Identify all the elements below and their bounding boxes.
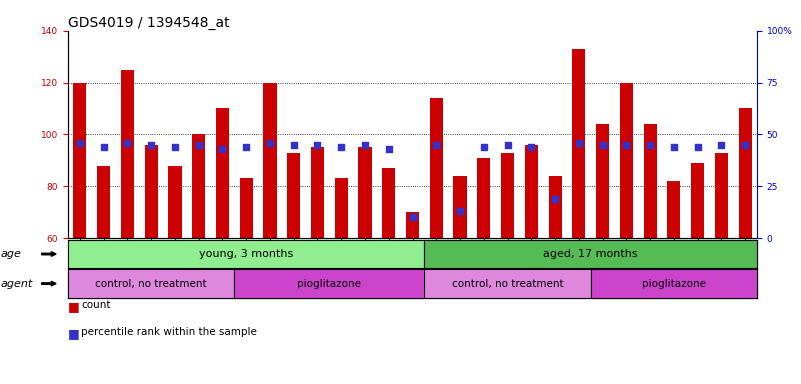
- Bar: [620, 83, 633, 238]
- Text: age: age: [1, 249, 22, 259]
- Bar: [311, 147, 324, 238]
- Bar: [549, 176, 562, 238]
- Bar: [406, 212, 419, 238]
- Bar: [714, 152, 728, 238]
- Text: young, 3 months: young, 3 months: [199, 249, 293, 259]
- Point: [168, 144, 181, 150]
- Text: aged, 17 months: aged, 17 months: [543, 249, 638, 259]
- Bar: [477, 158, 490, 238]
- Point: [288, 142, 300, 148]
- Text: pioglitazone: pioglitazone: [642, 278, 706, 289]
- Point: [121, 140, 134, 146]
- Point: [739, 142, 751, 148]
- Point: [97, 144, 110, 150]
- Text: count: count: [81, 300, 111, 310]
- Point: [573, 140, 586, 146]
- Point: [620, 142, 633, 148]
- Point: [74, 140, 87, 146]
- Bar: [74, 83, 87, 238]
- Bar: [288, 152, 300, 238]
- Point: [501, 142, 514, 148]
- Point: [311, 142, 324, 148]
- Text: ■: ■: [68, 327, 80, 340]
- Point: [525, 144, 537, 150]
- Text: percentile rank within the sample: percentile rank within the sample: [81, 327, 257, 337]
- Point: [145, 142, 158, 148]
- Point: [667, 144, 680, 150]
- Text: control, no treatment: control, no treatment: [95, 278, 207, 289]
- Point: [406, 214, 419, 220]
- Point: [264, 140, 276, 146]
- Bar: [643, 124, 657, 238]
- Point: [216, 146, 229, 152]
- Point: [644, 142, 657, 148]
- Bar: [192, 134, 205, 238]
- Bar: [525, 145, 537, 238]
- Point: [549, 195, 562, 202]
- Point: [715, 142, 728, 148]
- Point: [239, 144, 252, 150]
- Text: agent: agent: [1, 278, 33, 289]
- Bar: [97, 166, 111, 238]
- Point: [430, 142, 443, 148]
- Bar: [667, 181, 680, 238]
- Text: pioglitazone: pioglitazone: [297, 278, 361, 289]
- Bar: [429, 98, 443, 238]
- Bar: [382, 168, 395, 238]
- Bar: [264, 83, 276, 238]
- Bar: [691, 163, 704, 238]
- Bar: [239, 179, 253, 238]
- Point: [359, 142, 372, 148]
- Text: control, no treatment: control, no treatment: [452, 278, 563, 289]
- Bar: [168, 166, 182, 238]
- Point: [691, 144, 704, 150]
- Bar: [739, 108, 751, 238]
- Bar: [335, 179, 348, 238]
- Text: GDS4019 / 1394548_at: GDS4019 / 1394548_at: [68, 16, 230, 30]
- Point: [477, 144, 490, 150]
- Point: [596, 142, 609, 148]
- Text: ■: ■: [68, 300, 80, 313]
- Point: [335, 144, 348, 150]
- Bar: [572, 49, 586, 238]
- Bar: [145, 145, 158, 238]
- Bar: [453, 176, 466, 238]
- Point: [192, 142, 205, 148]
- Point: [453, 208, 466, 214]
- Bar: [216, 108, 229, 238]
- Bar: [501, 152, 514, 238]
- Point: [382, 146, 395, 152]
- Bar: [359, 147, 372, 238]
- Bar: [121, 70, 134, 238]
- Bar: [596, 124, 609, 238]
